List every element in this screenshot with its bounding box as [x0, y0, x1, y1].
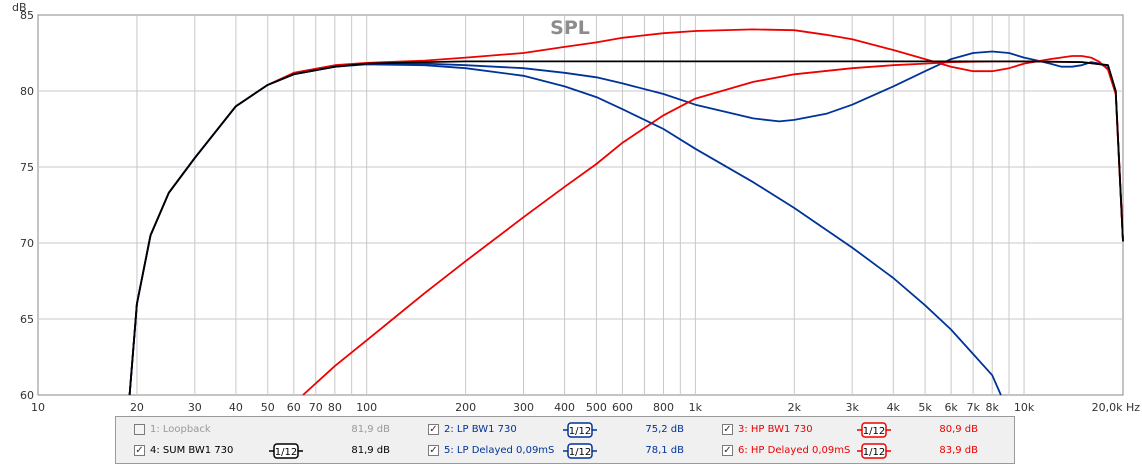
x-tick-label: 5k	[918, 401, 932, 414]
legend-label: 3: HP BW1 730	[738, 424, 813, 435]
x-tick-label: 50	[261, 401, 275, 414]
x-tick-label: 800	[653, 401, 674, 414]
x-tick-label: 1k	[689, 401, 703, 414]
x-tick-label: 4k	[887, 401, 901, 414]
x-tick-label: 20	[130, 401, 144, 414]
series-group	[128, 28, 1124, 396]
y-tick-label: 70	[20, 237, 34, 250]
smoothing-icon[interactable]: 1/12	[563, 422, 597, 438]
legend-panel: 1: Loopback 81,9 dB ✓ 2: LP BW1 730 1/12 75,2…	[115, 416, 1015, 464]
smoothing-icon[interactable]: 1/12	[857, 422, 891, 438]
legend-label: 2: LP BW1 730	[444, 424, 517, 435]
legend-checkbox[interactable]: ✓	[428, 424, 439, 435]
x-tick-label: 100	[356, 401, 377, 414]
legend-checkbox[interactable]	[134, 424, 145, 435]
x-tick-label: 8k	[986, 401, 1000, 414]
smoothing-label: 1/12	[863, 447, 885, 458]
x-tick-label: 400	[554, 401, 575, 414]
legend-item[interactable]: 1: Loopback 81,9 dB	[134, 420, 424, 440]
legend-item[interactable]: ✓ 6: HP Delayed 0,09mS 1/12 83,9 dB	[722, 441, 1012, 461]
legend-item[interactable]: ✓ 5: LP Delayed 0,09mS 1/12 78,1 dB	[428, 441, 718, 461]
x-tick-label: 6k	[944, 401, 958, 414]
chart-title: SPL	[550, 17, 590, 39]
x-tick-label: 2k	[788, 401, 802, 414]
spl-chart: 60 65 70 75 80 85 10 20 30 40 50 60 70 80 100 200 300 400…	[12, 1, 1140, 414]
legend-item[interactable]: ✓ 4: SUM BW1 730 1/12 81,9 dB	[134, 441, 424, 461]
y-tick-label: 85	[20, 9, 34, 22]
smoothing-label: 1/12	[569, 426, 591, 437]
x-tick-label: 200	[455, 401, 476, 414]
x-tick-label: 10k	[1014, 401, 1035, 414]
x-tick-label: 70	[309, 401, 323, 414]
x-tick-label: 60	[287, 401, 301, 414]
y-tick-label: 80	[20, 85, 34, 98]
x-tick-label: 600	[612, 401, 633, 414]
y-tick-label: 65	[20, 313, 34, 326]
legend-value: 83,9 dB	[939, 445, 978, 456]
x-tick-label: 300	[513, 401, 534, 414]
legend-label: 1: Loopback	[150, 424, 211, 435]
x-tick-label: 30	[188, 401, 202, 414]
legend-value: 81,9 dB	[351, 424, 390, 435]
legend-value: 75,2 dB	[645, 424, 684, 435]
plot-area	[37, 14, 1124, 396]
smoothing-icon[interactable]: 1/12	[857, 443, 891, 459]
legend-label: 6: HP Delayed 0,09mS	[738, 445, 851, 456]
legend-checkbox[interactable]: ✓	[722, 424, 733, 435]
smoothing-icon[interactable]: 1/12	[269, 443, 303, 459]
legend-value: 78,1 dB	[645, 445, 684, 456]
smoothing-icon[interactable]: 1/12	[563, 443, 597, 459]
x-tick-label: 20,0k Hz	[1092, 401, 1141, 414]
x-tick-label: 3k	[846, 401, 860, 414]
y-axis-label: dB	[12, 1, 27, 14]
x-tick-label: 500	[586, 401, 607, 414]
smoothing-label: 1/12	[863, 426, 885, 437]
series-line-3	[128, 60, 1124, 396]
x-tick-label: 10	[31, 401, 45, 414]
legend-label: 4: SUM BW1 730	[150, 445, 234, 456]
legend-item[interactable]: ✓ 2: LP BW1 730 1/12 75,2 dB	[428, 420, 718, 440]
legend-value: 80,9 dB	[939, 424, 978, 435]
legend-checkbox[interactable]: ✓	[134, 445, 145, 456]
legend-label: 5: LP Delayed 0,09mS	[444, 445, 555, 456]
legend-value: 81,9 dB	[351, 445, 390, 456]
smoothing-label: 1/12	[275, 447, 297, 458]
x-tick-label: 7k	[966, 401, 980, 414]
legend-checkbox[interactable]: ✓	[722, 445, 733, 456]
legend-item[interactable]: ✓ 3: HP BW1 730 1/12 80,9 dB	[722, 420, 1012, 440]
y-tick-label: 75	[20, 161, 34, 174]
x-tick-label: 40	[229, 401, 243, 414]
smoothing-label: 1/12	[569, 447, 591, 458]
x-tick-label: 80	[328, 401, 342, 414]
axis-labels: 60 65 70 75 80 85 10 20 30 40 50 60 70 80 100 200 300 400…	[20, 9, 1140, 414]
y-tick-label: 60	[20, 389, 34, 402]
legend-checkbox[interactable]: ✓	[428, 445, 439, 456]
